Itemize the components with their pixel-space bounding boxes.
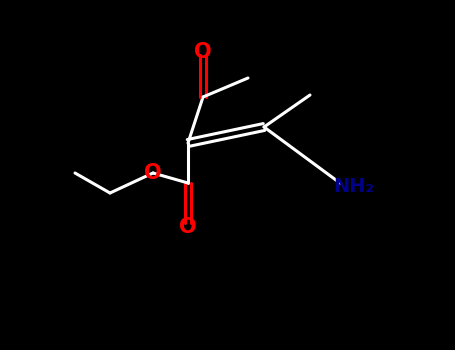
Text: O: O [194, 42, 212, 62]
Text: NH₂: NH₂ [334, 177, 374, 196]
Text: O: O [179, 217, 197, 237]
Text: O: O [144, 163, 162, 183]
